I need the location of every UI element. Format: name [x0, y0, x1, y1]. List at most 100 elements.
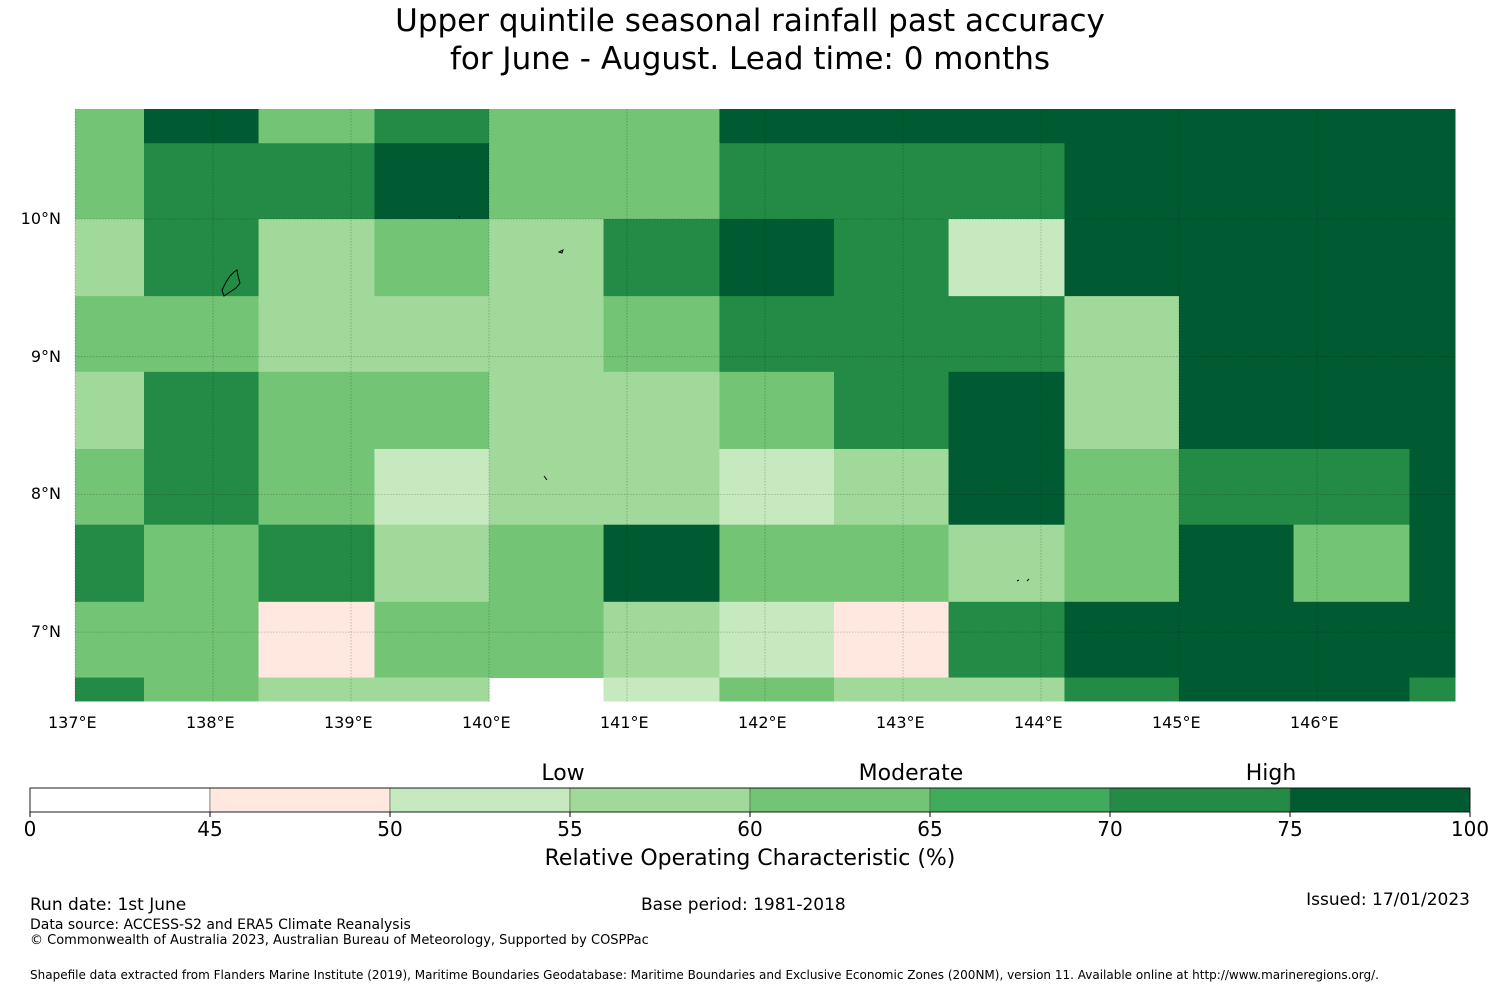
grid-cell	[374, 448, 490, 526]
island-outline	[1016, 578, 1030, 582]
colorbar-segment	[1109, 787, 1291, 813]
grid-cell	[258, 524, 375, 603]
grid-cell	[603, 371, 720, 450]
map-grid-cells	[75, 109, 1456, 702]
island-outline	[557, 249, 564, 254]
data-source: Data source: ACCESS-S2 and ERA5 Climate …	[30, 917, 411, 933]
grid-cell	[144, 524, 260, 603]
longitude-label: 137°E	[48, 713, 97, 732]
grid-cell	[258, 109, 375, 144]
grid-cell	[1409, 601, 1456, 679]
grid-cell	[1409, 219, 1456, 297]
grid-cell	[719, 219, 835, 297]
grid-cell	[719, 143, 835, 220]
grid-cell	[719, 448, 835, 526]
grid-cell	[834, 677, 950, 702]
longitude-label: 140°E	[462, 713, 511, 732]
grid-cell	[834, 601, 950, 679]
grid-cell	[1293, 448, 1410, 526]
colorbar-tick-label: 45	[197, 817, 223, 841]
grid-cell	[374, 524, 490, 603]
grid-cell	[1409, 524, 1456, 603]
grid-cell	[1179, 219, 1295, 297]
grid-cell	[1064, 296, 1180, 373]
grid-cell	[489, 219, 605, 297]
grid-cell	[1293, 677, 1410, 702]
colorbar-segment	[929, 787, 1111, 813]
grid-cell	[75, 677, 145, 702]
grid-cell	[1064, 601, 1180, 679]
colorbar-tick-label: 50	[377, 817, 403, 841]
grid-cell	[1064, 448, 1180, 526]
category-high: High	[1245, 761, 1297, 786]
grid-cell	[1179, 601, 1295, 679]
grid-cell	[603, 109, 720, 144]
grid-cell	[603, 677, 720, 702]
grid-cell	[374, 109, 490, 144]
colorbar-label: Relative Operating Characteristic (%)	[544, 846, 956, 871]
grid-cell	[144, 677, 260, 702]
grid-cell	[258, 371, 375, 450]
grid-cell	[948, 601, 1065, 679]
grid-cell	[374, 601, 490, 679]
grid-cell	[948, 109, 1065, 144]
grid-cell	[144, 601, 260, 679]
grid-cell	[1179, 524, 1295, 603]
grid-cell	[489, 448, 605, 526]
longitude-label: 142°E	[738, 713, 787, 732]
issued-date: Issued: 17/01/2023	[1306, 890, 1470, 910]
grid-cell	[948, 143, 1065, 220]
grid-cell	[1179, 448, 1295, 526]
grid-cell	[489, 371, 605, 450]
grid-cell	[144, 296, 260, 373]
grid-cell	[603, 143, 720, 220]
grid-cell	[603, 601, 720, 679]
grid-cell	[603, 524, 720, 603]
grid-cell	[258, 219, 375, 297]
grid-cell	[719, 296, 835, 373]
grid-cell	[374, 219, 490, 297]
grid-cell	[603, 296, 720, 373]
colorbar-segment	[389, 787, 571, 813]
grid-cell	[1064, 219, 1180, 297]
longitude-label: 139°E	[324, 713, 373, 732]
grid-cell	[603, 219, 720, 297]
grid-cell	[1179, 109, 1295, 144]
category-moderate: Moderate	[858, 761, 964, 786]
grid-cell	[948, 219, 1065, 297]
colorbar-tick-label: 65	[917, 817, 943, 841]
latitude-label: 10°N	[20, 209, 61, 228]
colorbar-tick-label: 60	[737, 817, 763, 841]
grid-cell	[374, 677, 490, 702]
grid-cell	[75, 219, 145, 297]
grid-cell	[834, 109, 950, 144]
grid-cell	[489, 109, 605, 144]
grid-cell	[258, 448, 375, 526]
longitude-label: 145°E	[1152, 713, 1201, 732]
grid-cell	[834, 371, 950, 450]
latitude-label: 8°N	[30, 484, 61, 504]
island-outlines	[221, 215, 1030, 582]
grid-cell	[489, 296, 605, 373]
grid-cell	[144, 448, 260, 526]
grid-cell	[1064, 109, 1180, 144]
grid-cell	[948, 677, 1065, 702]
grid-cell	[489, 524, 605, 603]
grid-cell	[1293, 371, 1410, 450]
grid-cell	[719, 677, 835, 702]
grid-cell	[144, 143, 260, 220]
colorbar-segment	[749, 787, 931, 813]
latitude-label: 9°N	[30, 346, 61, 366]
grid-cell	[258, 677, 375, 702]
grid-cell	[374, 143, 490, 220]
colorbar-tick-label: 0	[23, 817, 37, 841]
base-period: Base period: 1981-2018	[641, 895, 846, 915]
grid-cell	[1179, 296, 1295, 373]
colorbar-tick-label: 100	[1450, 817, 1490, 841]
copyright: © Commonwealth of Australia 2023, Austra…	[30, 933, 649, 948]
grid-cell	[1064, 677, 1180, 702]
map-gridlines	[74, 109, 1455, 703]
colorbar-segment	[209, 787, 391, 813]
colorbar-tick-label: 75	[1277, 817, 1303, 841]
